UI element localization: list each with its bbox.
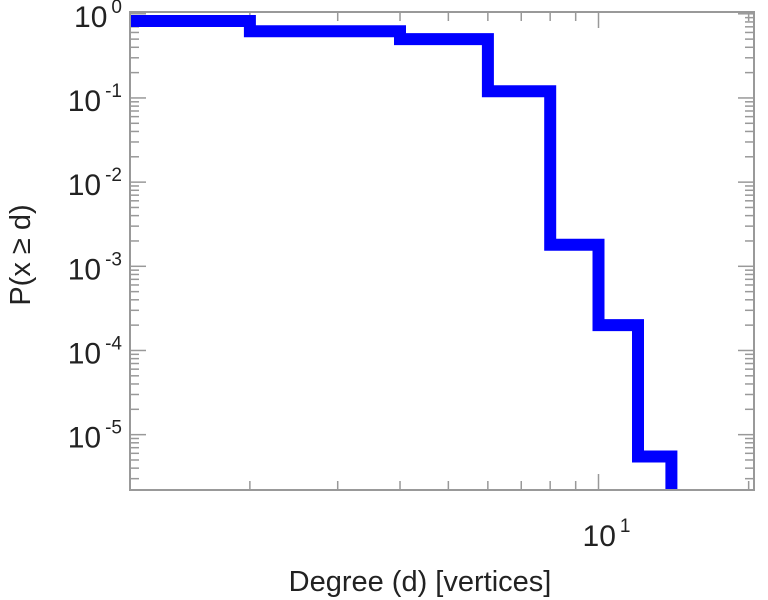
x-tick-labels: 10 1 xyxy=(583,516,631,553)
minor-ticks xyxy=(130,12,754,490)
y-tick-label: 10 0 xyxy=(74,0,122,34)
x-axis-label: Degree (d) [vertices] xyxy=(289,566,552,598)
y-tick-label: 10 -1 xyxy=(68,81,122,118)
y-tick-label: 10 -5 xyxy=(68,418,122,455)
y-tick-label: 10 -3 xyxy=(68,249,122,286)
plot-frame xyxy=(129,11,755,491)
x-tick-label: 10 1 xyxy=(583,516,631,553)
y-tick-label: 10 -2 xyxy=(68,165,122,202)
series-line xyxy=(130,15,678,490)
y-tick-label: 10 -4 xyxy=(68,333,123,370)
y-axis-label: P(x ≥ d) xyxy=(5,204,37,305)
